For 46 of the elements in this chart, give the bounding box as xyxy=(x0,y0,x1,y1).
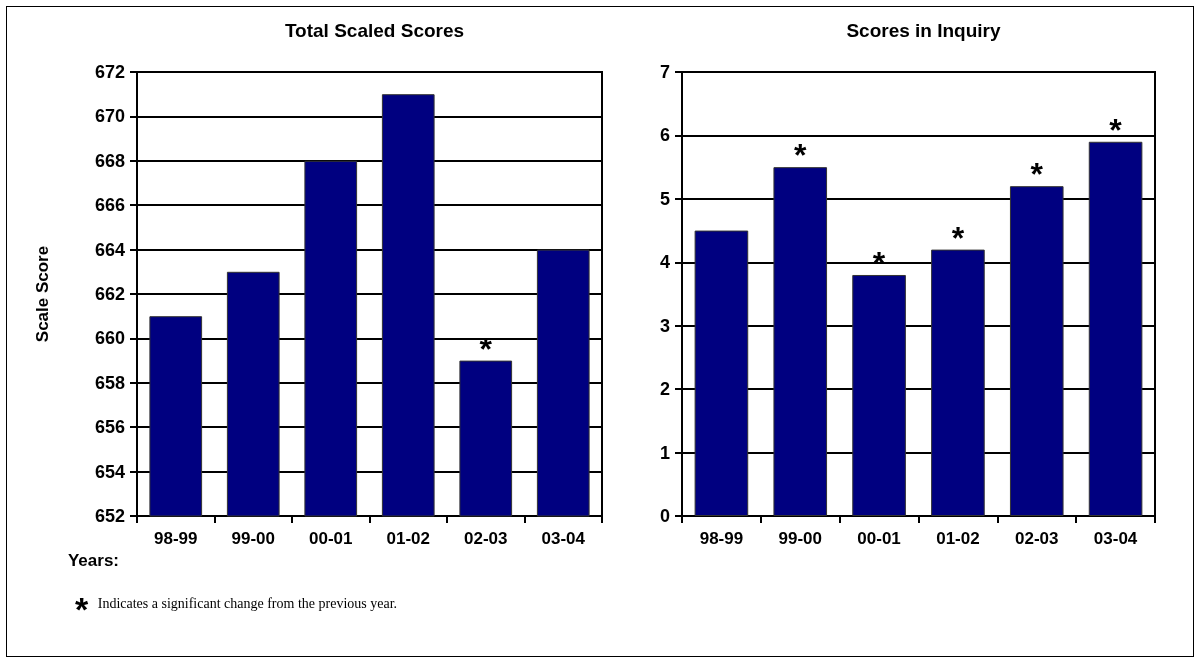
x-tick-label: 99-00 xyxy=(231,529,275,548)
x-tick-label: 98-99 xyxy=(699,529,744,548)
x-tick-label: 01-02 xyxy=(386,529,430,548)
y-tick-label: 656 xyxy=(94,417,125,438)
text: * Indicates a significant change from the previous year. xyxy=(75,590,398,628)
bar xyxy=(1009,186,1064,516)
annotation: * xyxy=(794,137,808,174)
chart-title: Total Scaled Scores xyxy=(284,20,465,41)
annotation: * xyxy=(1030,156,1044,193)
bar xyxy=(931,249,985,516)
y-tick-label: 6 xyxy=(659,125,670,146)
chart-title: Scores in Inquiry xyxy=(846,20,1002,41)
y-tick-label: 654 xyxy=(94,461,125,482)
y-tick-label: 7 xyxy=(659,62,670,82)
y-tick-label: 3 xyxy=(659,315,670,336)
y-tick-label: 5 xyxy=(659,188,670,209)
y-tick-label: 670 xyxy=(94,106,125,127)
x-tick-label: 00-01 xyxy=(309,529,353,548)
bar xyxy=(694,230,749,516)
x-tick-label: 98-99 xyxy=(154,529,198,548)
x-tick-label: 03-04 xyxy=(1093,529,1138,548)
x-tick-label: 02-03 xyxy=(464,529,508,548)
bar xyxy=(852,274,906,516)
y-tick-label: 664 xyxy=(94,239,125,260)
y-tick-label: 660 xyxy=(94,328,125,349)
y-tick-label: 658 xyxy=(94,372,125,393)
y-tick-label: 666 xyxy=(94,195,125,216)
bar xyxy=(773,167,828,516)
y-axis-title: Scale Score xyxy=(33,245,52,343)
x-tick-label: 02-03 xyxy=(1015,529,1059,548)
x-tick-label: 03-04 xyxy=(541,529,586,548)
y-tick-label: 1 xyxy=(659,442,670,463)
annotation: * xyxy=(951,219,965,256)
y-tick-label: 2 xyxy=(659,379,670,400)
y-tick-label: 4 xyxy=(659,252,670,273)
x-tick-label: 99-00 xyxy=(778,529,822,548)
x-tick-label: 01-02 xyxy=(936,529,980,548)
x-tick-label: 00-01 xyxy=(857,529,901,548)
y-tick-label: 662 xyxy=(94,284,125,304)
y-tick-label: 668 xyxy=(94,150,125,171)
y-tick-label: 672 xyxy=(94,62,125,82)
y-tick-label: 0 xyxy=(659,506,670,526)
x-axis-title: Years: xyxy=(67,551,119,570)
y-tick-label: 652 xyxy=(94,506,125,526)
annotation: * xyxy=(1109,111,1123,148)
bar xyxy=(1088,141,1143,516)
